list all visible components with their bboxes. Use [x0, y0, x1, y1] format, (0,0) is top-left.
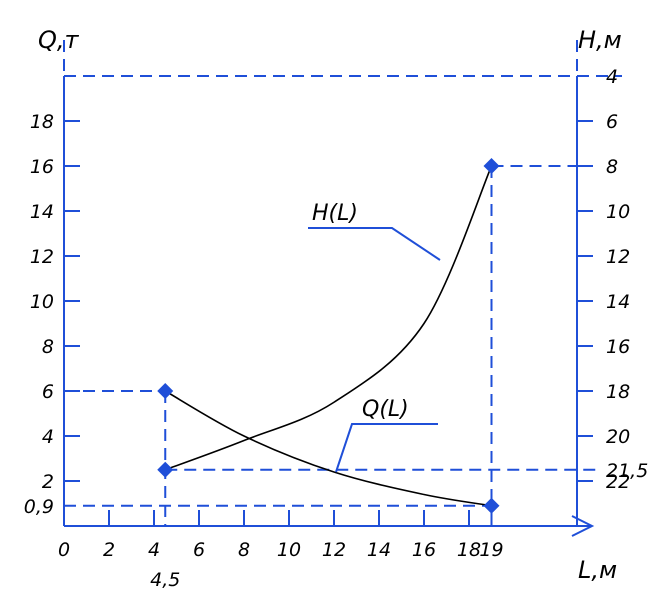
data-point-marker	[483, 158, 500, 174]
data-point-marker	[483, 497, 500, 514]
y-right-tick-label: 22	[606, 471, 630, 493]
tick-labels: 0 2 44,56 8 10 12 14 16 18190,924681012141618468…	[24, 66, 649, 591]
y-left-tick-label: 16	[30, 156, 54, 178]
x-tick-label: 14	[367, 539, 391, 561]
q-series-leader-line	[335, 423, 438, 473]
x-tick-label: 18	[457, 539, 481, 561]
y-right-tick-label: 14	[606, 291, 630, 313]
x-axis-arrow-icon	[571, 515, 595, 537]
annotations: H(L) Q(L)	[308, 201, 441, 473]
series-markers	[157, 158, 500, 514]
y-left-tick-label: 18	[30, 111, 54, 133]
guide-lines	[64, 165, 600, 526]
x-tick-label: 4,5	[150, 569, 180, 591]
y-left-tick-label: 6	[42, 381, 54, 403]
x-tick-label: 12	[322, 539, 346, 561]
data-point-marker	[157, 461, 174, 478]
h-series-label: H(L)	[312, 201, 358, 226]
y-right-tick-label: 20	[606, 426, 630, 448]
y-right-axis-title: H,м	[578, 26, 622, 54]
x-tick-label: 2	[103, 539, 115, 561]
y-left-tick-label: 0,9	[24, 496, 54, 518]
x-tick-label: 19	[479, 539, 503, 561]
y-left-tick-label: 14	[30, 201, 54, 223]
q-series-label: Q(L)	[362, 397, 409, 422]
x-tick-label: 16	[412, 539, 436, 561]
chart-frame	[63, 40, 622, 537]
y-left-tick-label: 10	[30, 291, 54, 313]
y-right-tick-label: 16	[606, 336, 630, 358]
y-right-tick-label: 6	[606, 111, 618, 133]
y-right-tick-label: 4	[606, 66, 618, 88]
y-left-axis-title: Q,т	[38, 26, 80, 54]
y-right-tick-label: 8	[606, 156, 618, 178]
y-left-tick-label: 12	[30, 246, 54, 268]
x-tick-label: 8	[238, 539, 250, 561]
h-series-leader-line	[308, 227, 441, 261]
tick-marks	[64, 120, 593, 526]
x-tick-label: 6	[193, 539, 205, 561]
y-right-tick-label: 18	[606, 381, 630, 403]
series-q-curve	[164, 390, 492, 507]
y-left-tick-label: 8	[42, 336, 54, 358]
x-tick-label: 0	[58, 539, 70, 561]
y-left-tick-label: 4	[42, 426, 54, 448]
data-point-marker	[157, 383, 174, 399]
y-left-tick-label: 2	[42, 471, 54, 493]
x-tick-label: 10	[277, 539, 301, 561]
series-curves	[164, 165, 493, 507]
x-tick-label: 4	[148, 539, 160, 561]
y-right-tick-label: 12	[606, 246, 630, 268]
y-right-tick-label: 10	[606, 201, 630, 223]
x-axis-title: L,м	[578, 556, 617, 584]
series-h-curve	[164, 165, 493, 471]
y-right-tick-label: 21,5	[606, 460, 648, 482]
